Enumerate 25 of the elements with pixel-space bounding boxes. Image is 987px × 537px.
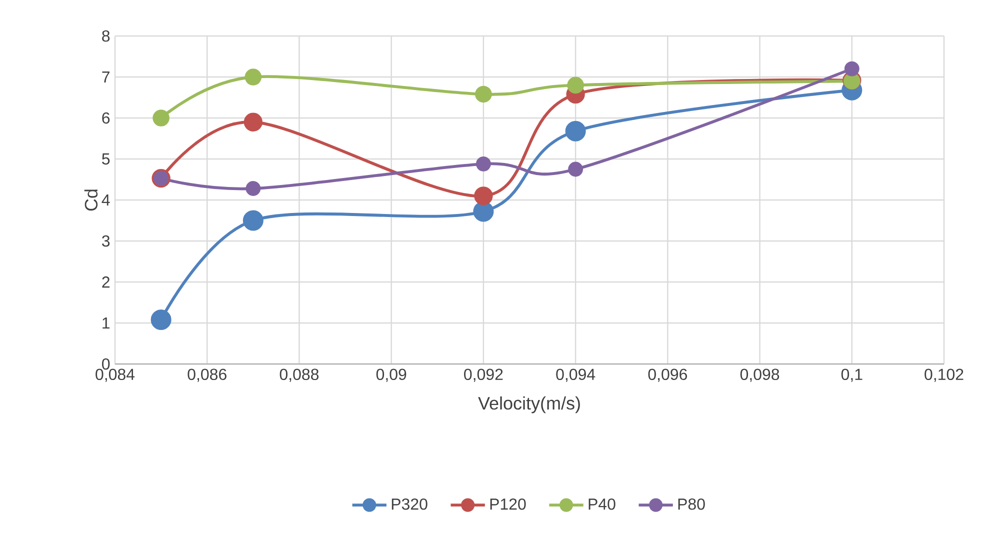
- y-tick-label: 2: [102, 276, 110, 288]
- x-tick-label: 0,09: [376, 368, 406, 382]
- y-tick-label: 3: [102, 235, 110, 247]
- legend-label: P80: [678, 498, 705, 510]
- y-tick-label: 8: [102, 30, 110, 42]
- x-tick-label: 0,084: [96, 368, 135, 382]
- y-tick-label: 1: [102, 318, 110, 329]
- y-tick-label: 7: [102, 72, 110, 83]
- x-tick-label: 0,086: [188, 368, 226, 382]
- x-tick-label: 0,096: [648, 368, 687, 382]
- x-tick-label: 0,092: [464, 368, 503, 382]
- legend-label: P120: [490, 498, 526, 510]
- x-tick-label: 0,102: [924, 368, 964, 382]
- y-axis-title: Cd: [84, 190, 98, 211]
- legend-label: P320: [392, 498, 428, 510]
- x-tick-label: 0,094: [556, 368, 596, 382]
- y-tick-label: 4: [102, 194, 110, 206]
- x-tick-label: 0,098: [740, 368, 780, 382]
- y-tick-label: 6: [102, 112, 110, 124]
- x-tick-label: 0,088: [280, 368, 319, 382]
- y-tick-label: 5: [102, 153, 110, 165]
- legend-label: P40: [588, 498, 616, 510]
- x-axis-title: Velocity(m/s): [478, 396, 580, 414]
- x-tick-label: 0,1: [841, 368, 862, 382]
- y-tick-label: 0: [102, 358, 110, 370]
